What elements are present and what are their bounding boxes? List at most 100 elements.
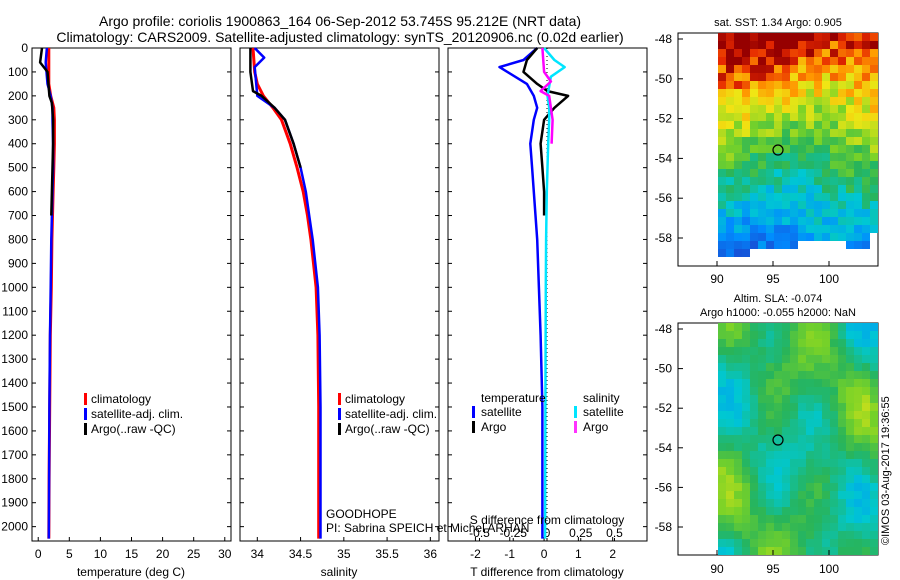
- sst-cell: [734, 153, 742, 161]
- sla-cell: [830, 523, 838, 531]
- sla-cell: [790, 531, 798, 539]
- sst-cell: [750, 217, 758, 225]
- sst-cell: [862, 153, 870, 161]
- sla-cell: [814, 499, 822, 507]
- sst-cell: [758, 105, 766, 113]
- sst-cell: [798, 225, 806, 233]
- sla-cell: [806, 547, 814, 555]
- sst-cell: [846, 225, 854, 233]
- sla-cell: [822, 515, 830, 523]
- sst-cell: [790, 241, 798, 249]
- sla-cell: [750, 427, 758, 435]
- legend-label-argo: Argo(..raw -QC): [91, 422, 176, 436]
- sst-cell: [726, 153, 734, 161]
- sla-cell: [750, 403, 758, 411]
- sla-cell: [830, 531, 838, 539]
- sla-cell: [790, 395, 798, 403]
- sst-cell: [726, 65, 734, 73]
- sst-cell: [734, 89, 742, 97]
- sla-cell: [782, 531, 790, 539]
- sst-cell: [846, 153, 854, 161]
- sla-cell: [726, 523, 734, 531]
- sst-cell: [766, 97, 774, 105]
- depth-tick-label: 200: [8, 89, 28, 103]
- depth-tick-label: 1000: [1, 280, 28, 294]
- sla-cell: [718, 515, 726, 523]
- sla-cell: [734, 331, 742, 339]
- sst-cell: [766, 121, 774, 129]
- sst-cell: [830, 193, 838, 201]
- sst-cell: [822, 185, 830, 193]
- sst-cell: [838, 121, 846, 129]
- sst-cell: [798, 161, 806, 169]
- sst-cell: [862, 161, 870, 169]
- sla-cell: [822, 451, 830, 459]
- sla-cell: [782, 323, 790, 331]
- sst-cell: [718, 137, 726, 145]
- sst-cell: [838, 129, 846, 137]
- sst-cell: [742, 153, 750, 161]
- legend-swatch-satellite: [84, 408, 87, 420]
- sla-cell: [758, 467, 766, 475]
- sst-cell: [830, 89, 838, 97]
- sst-cell: [862, 49, 870, 57]
- sla-cell: [862, 459, 870, 467]
- sst-cell: [718, 97, 726, 105]
- sst-cell: [726, 73, 734, 81]
- sla-cell: [766, 427, 774, 435]
- sla-cell: [718, 539, 726, 547]
- sst-cell: [742, 161, 750, 169]
- legend-swatch-climatology: [338, 393, 341, 405]
- sla-cell: [862, 507, 870, 515]
- sla-cell: [758, 547, 766, 555]
- lon-tick-label: 100: [819, 272, 839, 286]
- sst-cell: [742, 169, 750, 177]
- x-tick-label: 1: [575, 547, 582, 561]
- sst-cell: [782, 105, 790, 113]
- sla-cell: [814, 347, 822, 355]
- sla-cell: [734, 363, 742, 371]
- sla-cell: [774, 347, 782, 355]
- sla-cell: [766, 491, 774, 499]
- sst-cell: [742, 41, 750, 49]
- sla-cell: [726, 347, 734, 355]
- sla-cell: [822, 475, 830, 483]
- sla-cell: [846, 491, 854, 499]
- legend-label-satellite: satellite-adj. clim.: [91, 407, 183, 421]
- sla-cell: [726, 379, 734, 387]
- sst-cell: [838, 185, 846, 193]
- sla-cell: [758, 523, 766, 531]
- sla-cell: [806, 331, 814, 339]
- sst-cell: [750, 153, 758, 161]
- sla-cell: [838, 427, 846, 435]
- sst-cell: [814, 209, 822, 217]
- sst-cell: [790, 193, 798, 201]
- sst-cell: [726, 249, 734, 257]
- sst-cell: [822, 41, 830, 49]
- sla-cell: [814, 451, 822, 459]
- sst-cell: [758, 145, 766, 153]
- sst-cell: [726, 233, 734, 241]
- sst-cell: [798, 193, 806, 201]
- sst-cell: [782, 113, 790, 121]
- sst-cell: [750, 65, 758, 73]
- argo-location-marker: [772, 144, 784, 156]
- sst-cell: [734, 209, 742, 217]
- sst-cell: [814, 193, 822, 201]
- x-tick-label: 2: [609, 547, 616, 561]
- sla-cell: [774, 403, 782, 411]
- sst-cell: [750, 177, 758, 185]
- sst-cell: [774, 129, 782, 137]
- sst-cell: [758, 73, 766, 81]
- sla-cell: [766, 371, 774, 379]
- sla-cell: [766, 419, 774, 427]
- sla-cell: [854, 539, 862, 547]
- sla-cell: [838, 435, 846, 443]
- sla-cell: [726, 435, 734, 443]
- legend-label-climatology: climatology: [345, 392, 405, 406]
- sla-cell: [718, 411, 726, 419]
- sst-cell: [854, 177, 862, 185]
- sst-cell: [806, 161, 814, 169]
- sla-cell: [838, 411, 846, 419]
- sla-cell: [742, 523, 750, 531]
